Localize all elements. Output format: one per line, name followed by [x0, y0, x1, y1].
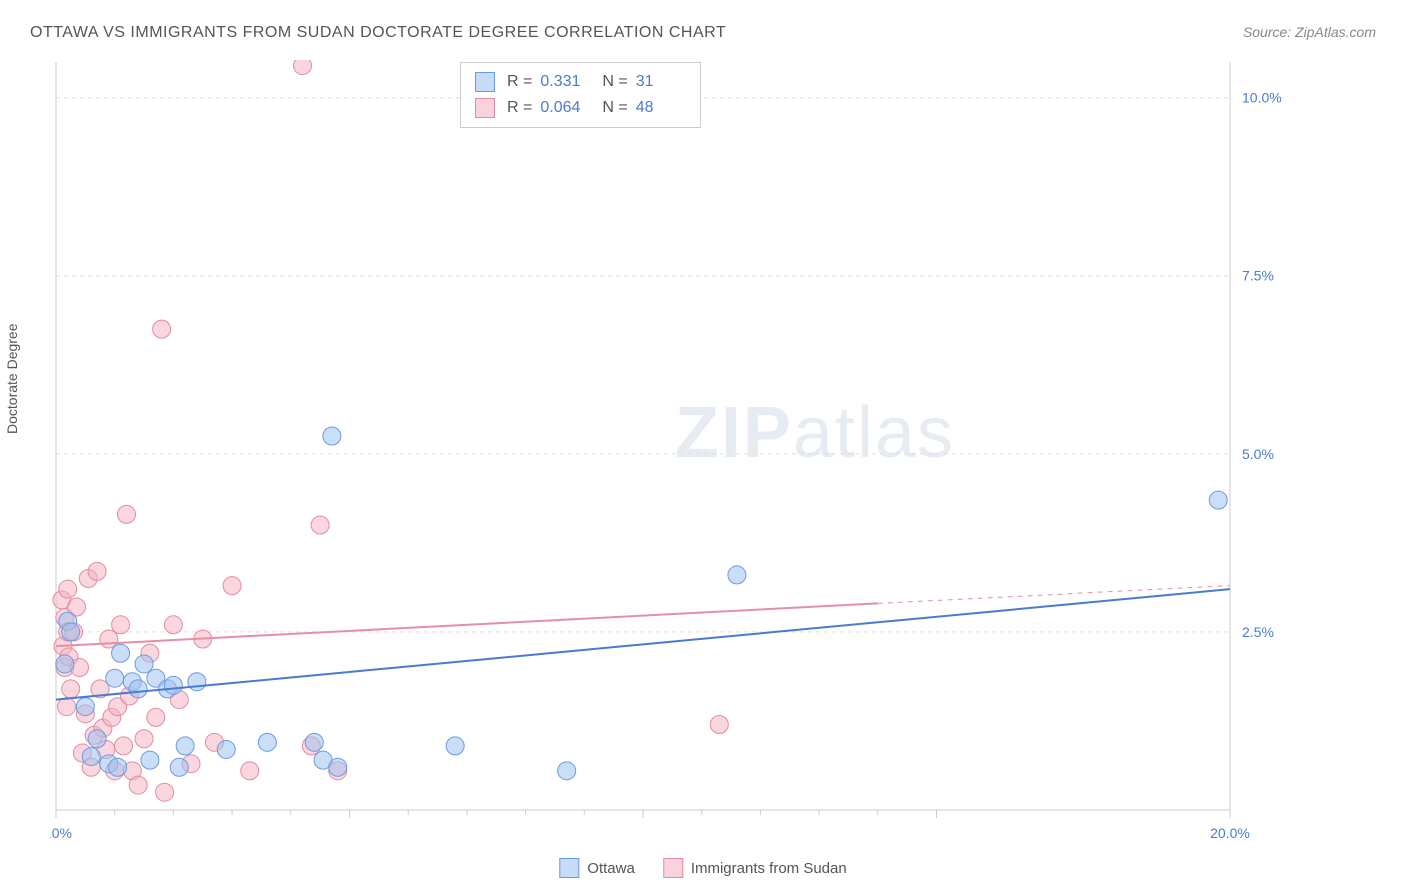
data-point-ottawa	[112, 644, 130, 662]
data-point-sudan	[117, 505, 135, 523]
data-point-sudan	[88, 562, 106, 580]
data-point-ottawa	[217, 740, 235, 758]
x-tick-label: 20.0%	[1210, 825, 1250, 840]
data-point-sudan	[164, 616, 182, 634]
data-point-sudan	[129, 776, 147, 794]
legend-label-ottawa: Ottawa	[587, 860, 635, 877]
series-legend: Ottawa Immigrants from Sudan	[559, 858, 846, 878]
r-value-sudan: 0.064	[540, 95, 590, 121]
data-point-ottawa	[129, 680, 147, 698]
data-point-ottawa	[446, 737, 464, 755]
y-tick-label: 5.0%	[1242, 446, 1274, 462]
correlation-legend: R = 0.331 N = 31 R = 0.064 N = 48	[460, 62, 701, 128]
data-point-sudan	[100, 630, 118, 648]
data-point-sudan	[147, 708, 165, 726]
data-point-ottawa	[1209, 491, 1227, 509]
legend-row-sudan: R = 0.064 N = 48	[475, 95, 686, 121]
swatch-blue-icon	[559, 858, 579, 878]
data-point-ottawa	[329, 758, 347, 776]
legend-row-ottawa: R = 0.331 N = 31	[475, 69, 686, 95]
data-point-ottawa	[170, 758, 188, 776]
data-point-sudan	[115, 737, 133, 755]
data-point-ottawa	[188, 673, 206, 691]
data-point-ottawa	[56, 655, 74, 673]
legend-item-sudan: Immigrants from Sudan	[663, 858, 847, 878]
n-label: N =	[602, 69, 627, 95]
data-point-ottawa	[82, 748, 100, 766]
y-axis-label: Doctorate Degree	[4, 323, 20, 434]
data-point-sudan	[58, 698, 76, 716]
chart-title: OTTAWA VS IMMIGRANTS FROM SUDAN DOCTORAT…	[30, 24, 726, 42]
data-point-sudan	[59, 580, 77, 598]
source-attribution: Source: ZipAtlas.com	[1243, 24, 1376, 40]
n-value-sudan: 48	[636, 95, 686, 121]
swatch-pink-icon	[663, 858, 683, 878]
data-point-ottawa	[323, 427, 341, 445]
r-label: R =	[507, 69, 532, 95]
y-tick-label: 2.5%	[1242, 624, 1274, 640]
data-point-sudan	[241, 762, 259, 780]
legend-label-sudan: Immigrants from Sudan	[691, 860, 847, 877]
data-point-ottawa	[305, 733, 323, 751]
data-point-sudan	[294, 60, 312, 75]
legend-item-ottawa: Ottawa	[559, 858, 635, 878]
data-point-ottawa	[558, 762, 576, 780]
data-point-ottawa	[141, 751, 159, 769]
data-point-sudan	[112, 616, 130, 634]
data-point-sudan	[62, 680, 80, 698]
plot-area: 2.5% 5.0% 7.5% 10.0% 0.0% 20.0%	[50, 60, 1300, 840]
data-point-ottawa	[176, 737, 194, 755]
data-point-sudan	[710, 716, 728, 734]
n-value-ottawa: 31	[636, 69, 686, 95]
y-tick-label: 7.5%	[1242, 268, 1274, 284]
n-label: N =	[602, 95, 627, 121]
swatch-blue-icon	[475, 72, 495, 92]
data-point-sudan	[311, 516, 329, 534]
data-point-ottawa	[106, 669, 124, 687]
x-tick-label: 0.0%	[50, 825, 72, 840]
data-point-ottawa	[109, 758, 127, 776]
data-point-sudan	[135, 730, 153, 748]
r-value-ottawa: 0.331	[540, 69, 590, 95]
data-point-ottawa	[728, 566, 746, 584]
y-tick-label: 10.0%	[1242, 90, 1282, 106]
scatter-chart: 2.5% 5.0% 7.5% 10.0% 0.0% 20.0%	[50, 60, 1300, 840]
data-point-ottawa	[62, 623, 80, 641]
data-point-sudan	[153, 320, 171, 338]
data-point-ottawa	[88, 730, 106, 748]
data-point-sudan	[223, 577, 241, 595]
data-point-ottawa	[135, 655, 153, 673]
trend-line-ottawa	[56, 589, 1230, 699]
r-label: R =	[507, 95, 532, 121]
data-point-ottawa	[76, 698, 94, 716]
data-point-sudan	[156, 783, 174, 801]
data-point-ottawa	[258, 733, 276, 751]
swatch-pink-icon	[475, 98, 495, 118]
data-point-ottawa	[164, 676, 182, 694]
